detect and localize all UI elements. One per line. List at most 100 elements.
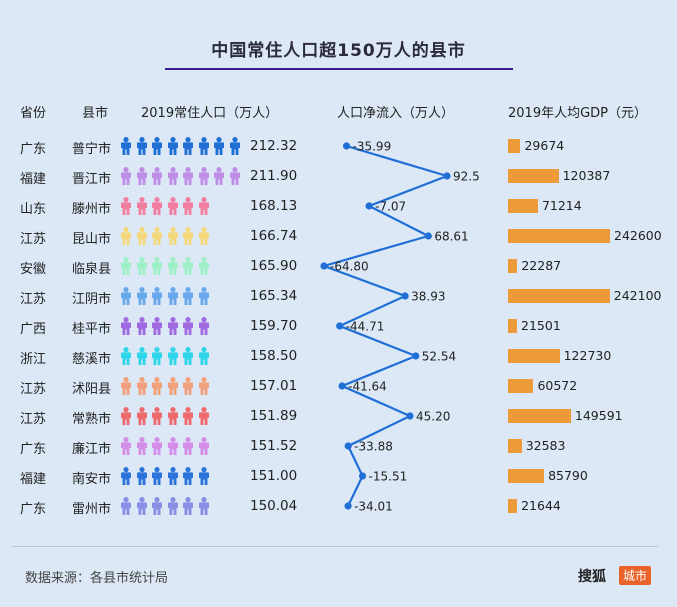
net-inflow-label: 45.20 [416, 410, 450, 424]
person-icon [120, 317, 132, 339]
net-inflow-label: -41.64 [348, 380, 387, 394]
header-population: 2019常住人口（万人） [141, 106, 279, 121]
person-icon [136, 377, 148, 399]
gdp-bar [508, 289, 610, 303]
county-cell: 廉江市 [72, 442, 112, 457]
person-icon [136, 257, 148, 279]
person-icon [120, 227, 132, 249]
county-cell: 滕州市 [72, 202, 112, 217]
title-underline [165, 68, 513, 70]
person-icon [167, 497, 179, 519]
gdp-bar [508, 199, 538, 213]
population-value: 211.90 [250, 168, 298, 184]
person-icon [198, 317, 210, 339]
person-icon [151, 317, 163, 339]
gdp-bar [508, 439, 522, 453]
gdp-bar [508, 169, 559, 183]
net-inflow-point [358, 472, 367, 480]
person-icon [120, 497, 132, 519]
net-inflow-point [344, 442, 352, 450]
person-icon [198, 257, 210, 279]
person-icon [198, 497, 210, 519]
person-icon [151, 407, 163, 429]
gdp-bar [508, 229, 610, 243]
person-icon [198, 197, 210, 219]
person-icon [120, 467, 132, 489]
person-icon [120, 287, 132, 309]
person-icon [136, 227, 148, 249]
gdp-bar [508, 259, 518, 273]
county-cell: 常熟市 [72, 412, 112, 427]
province-cell: 广东 [20, 502, 47, 517]
person-icon [182, 137, 194, 159]
person-icon [198, 137, 210, 159]
province-cell: 广东 [20, 142, 47, 157]
net-inflow-label: 68.61 [434, 230, 468, 244]
population-value: 166.74 [250, 228, 298, 244]
net-inflow-label: -44.71 [346, 320, 385, 334]
population-value: 151.89 [250, 408, 298, 424]
person-icon [120, 347, 132, 369]
person-icon [136, 347, 148, 369]
gdp-value: 21501 [521, 318, 561, 333]
person-icon [120, 407, 132, 429]
person-icon [198, 227, 210, 249]
header-gdp: 2019年人均GDP（元） [508, 106, 648, 121]
person-icon [198, 287, 210, 309]
county-cell: 桂平市 [72, 322, 112, 337]
person-icon [136, 467, 148, 489]
person-icon [136, 437, 148, 459]
population-value: 212.32 [250, 138, 298, 154]
person-icon [151, 377, 163, 399]
province-cell: 福建 [20, 172, 47, 187]
person-icon [229, 137, 241, 159]
person-icon [151, 137, 163, 159]
person-icon [182, 347, 194, 369]
province-cell: 福建 [20, 472, 47, 487]
gdp-bar [508, 499, 518, 513]
person-icon [198, 467, 210, 489]
population-value: 150.04 [250, 498, 298, 514]
population-value: 151.00 [250, 468, 298, 484]
person-icon [167, 227, 179, 249]
person-icon [151, 467, 163, 489]
net-inflow-point [338, 382, 346, 390]
person-icon [120, 167, 132, 189]
net-inflow-point [443, 172, 451, 180]
data-source: 数据来源：各县市统计局 [25, 571, 169, 586]
gdp-value: 29674 [524, 138, 565, 153]
population-value: 168.13 [250, 198, 298, 214]
net-inflow-point [424, 232, 432, 240]
person-icon [136, 497, 148, 519]
header-province: 省份 [20, 106, 47, 121]
net-inflow-point [336, 322, 344, 330]
county-cell: 普宁市 [72, 142, 112, 157]
net-inflow-label: -7.07 [375, 200, 406, 214]
person-icon [151, 287, 163, 309]
gdp-value: 242600 [614, 228, 662, 243]
person-icon [198, 407, 210, 429]
person-icon [182, 167, 194, 189]
person-icon [151, 437, 163, 459]
person-icon [182, 257, 194, 279]
gdp-value: 120387 [562, 168, 611, 183]
gdp-value: 149591 [574, 408, 623, 423]
gdp-value: 71214 [541, 198, 582, 213]
net-inflow-label: -33.88 [354, 440, 393, 454]
net-inflow-label: 92.5 [453, 170, 480, 184]
county-cell: 江阴市 [72, 292, 112, 307]
net-inflow-label: -34.01 [354, 500, 393, 514]
person-icon [182, 377, 194, 399]
person-icon [151, 257, 163, 279]
province-cell: 江苏 [20, 412, 47, 427]
net-inflow-point [406, 412, 414, 420]
gdp-bar [508, 469, 545, 483]
net-inflow-point [365, 202, 373, 210]
person-icon [182, 197, 194, 219]
person-icon [182, 497, 194, 519]
person-icon [136, 197, 148, 219]
gdp-bar [508, 319, 518, 333]
population-value: 158.50 [250, 348, 298, 364]
person-icon [182, 287, 194, 309]
